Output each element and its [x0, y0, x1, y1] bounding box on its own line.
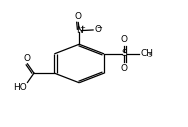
Text: O: O [121, 35, 128, 44]
Text: O: O [24, 54, 31, 63]
Text: O: O [95, 25, 102, 34]
Text: 3: 3 [147, 53, 151, 58]
Text: CH: CH [140, 49, 153, 58]
Text: S: S [122, 49, 127, 58]
Text: −: − [96, 25, 102, 31]
Text: O: O [75, 12, 82, 21]
Text: N: N [76, 26, 83, 35]
Text: +: + [80, 25, 86, 31]
Text: O: O [121, 64, 128, 73]
Text: HO: HO [13, 83, 27, 92]
